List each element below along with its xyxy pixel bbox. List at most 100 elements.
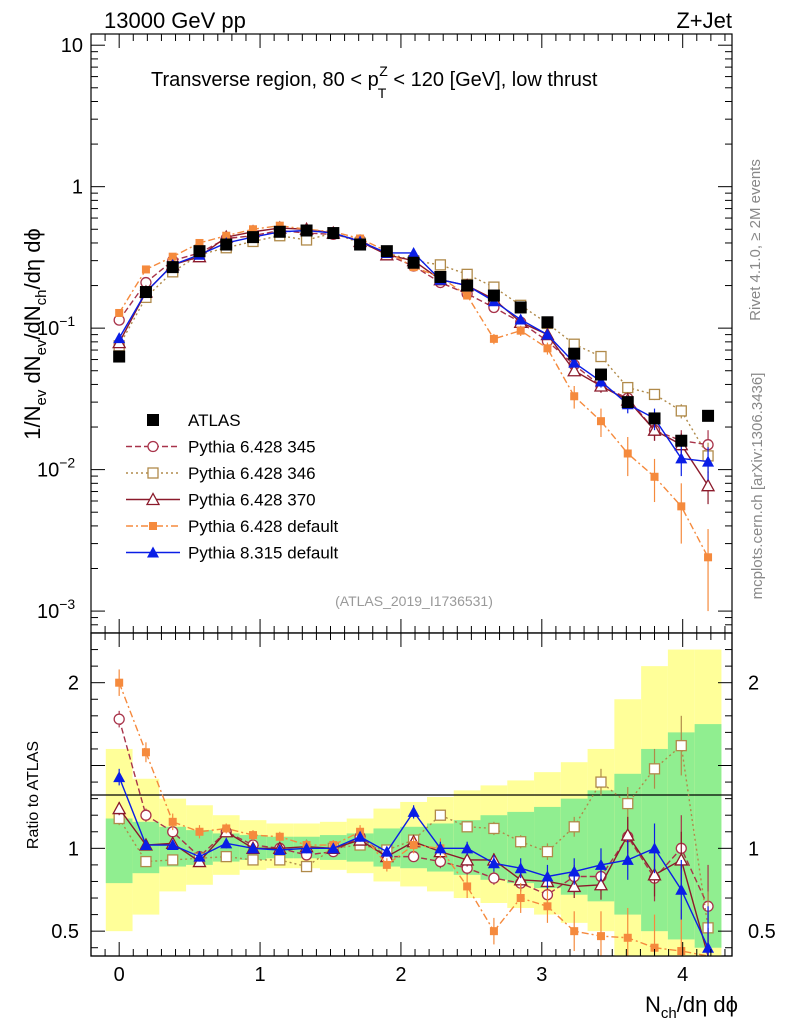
- marker-square: [675, 739, 687, 752]
- marker-square-filled: [489, 334, 498, 343]
- y-tick-label: 10−2: [37, 455, 75, 482]
- ratio-panel: 2 2 1 1 0.5 0.5: [51, 632, 776, 957]
- marker-square: [220, 850, 232, 863]
- ratio-tick-label-left: 1: [68, 838, 79, 860]
- x-tick-label: 1: [254, 964, 265, 986]
- marker-data: [702, 409, 715, 422]
- marker-square-filled: [141, 265, 150, 274]
- marker-data: [327, 227, 340, 240]
- marker-square: [300, 860, 313, 873]
- marker-square-filled: [149, 522, 157, 530]
- legend-entry: Pythia 6.428 370: [126, 491, 316, 510]
- marker-data: [193, 245, 206, 258]
- marker-triangle-filled: [568, 865, 581, 877]
- marker-square-filled: [623, 449, 632, 458]
- marker-square: [648, 763, 661, 775]
- legend-label: Pythia 8.315 default: [188, 544, 339, 563]
- ratio-tick-label-left: 2: [68, 673, 79, 695]
- main-x-ticks: [90, 34, 726, 633]
- marker-triangle-filled: [675, 452, 688, 464]
- marker-square-filled: [275, 832, 284, 841]
- marker-triangle-filled: [514, 313, 527, 325]
- ratio-tick-label-right: 2: [748, 673, 759, 695]
- marker-square-filled: [543, 902, 552, 911]
- energy-label: 13000 GeV pp: [104, 8, 246, 33]
- marker-triangle-filled: [407, 805, 420, 817]
- marker-triangle-filled: [434, 842, 447, 854]
- marker-square-filled: [570, 927, 579, 936]
- x-tick-label: 0: [114, 964, 125, 986]
- analysis-tag: (ATLAS_2019_I1736531): [335, 593, 493, 609]
- legend-label: Pythia 6.428 346: [188, 464, 316, 483]
- marker-square-filled: [222, 231, 231, 240]
- marker-square: [595, 776, 607, 788]
- ratio-x-ticks: [90, 633, 726, 956]
- marker-data: [247, 231, 260, 244]
- marker-data: [139, 286, 152, 299]
- marker-square-filled: [463, 291, 472, 300]
- marker-square: [595, 350, 607, 363]
- legend-label: Pythia 6.428 default: [188, 517, 339, 536]
- marker-triangle-filled: [594, 858, 607, 870]
- marker-triangle-filled: [380, 845, 393, 857]
- marker-triangle-filled: [166, 839, 179, 851]
- ratio-series: [112, 669, 715, 957]
- marker-data: [621, 396, 634, 409]
- marker-triangle-filled: [675, 883, 688, 895]
- marker-triangle-filled: [568, 356, 581, 368]
- marker-triangle-filled: [113, 332, 126, 344]
- marker-square-filled: [168, 817, 177, 826]
- marker-data: [568, 347, 581, 360]
- marker-square: [541, 845, 554, 858]
- marker-triangle: [700, 478, 716, 492]
- marker-triangle: [145, 492, 161, 506]
- marker-data: [487, 289, 500, 302]
- marker-circle: [488, 872, 500, 884]
- main-frame: [90, 33, 733, 634]
- marker-triangle-filled: [147, 546, 159, 558]
- marker-triangle-filled: [487, 857, 500, 869]
- marker-square-filled: [570, 392, 579, 401]
- marker-triangle-filled: [541, 870, 554, 882]
- marker-square-filled: [409, 841, 418, 850]
- ratio-frame-outline: [90, 632, 733, 957]
- marker-circle: [147, 440, 159, 453]
- marker-circle: [113, 713, 125, 725]
- y-axis-label: 1/Nev dNev/dNch/dη dϕ: [20, 228, 50, 440]
- marker-data: [113, 350, 126, 363]
- legend-label: ATLAS: [188, 411, 241, 430]
- marker-square-filled: [249, 831, 258, 840]
- y-tick-label: 10: [61, 35, 83, 57]
- marker-data: [407, 256, 420, 269]
- marker-square: [622, 381, 634, 394]
- marker-data: [434, 270, 447, 283]
- marker-square: [247, 854, 259, 866]
- marker-triangle-filled: [621, 853, 634, 865]
- marker-square: [274, 854, 286, 866]
- marker-triangle-filled: [327, 842, 340, 854]
- marker-square-filled: [222, 824, 231, 833]
- marker-triangle-filled: [220, 837, 233, 849]
- band-inner-bin: [105, 818, 133, 884]
- marker-data: [273, 225, 286, 238]
- ratio-tick-label-right: 1: [748, 838, 759, 860]
- marker-data: [380, 245, 393, 258]
- x-tick-label: 3: [536, 964, 547, 986]
- legend-entry: Pythia 6.428 345: [126, 438, 316, 457]
- marker-square-filled: [249, 225, 258, 234]
- marker-triangle: [112, 801, 127, 815]
- marker-triangle-filled: [273, 843, 286, 855]
- marker-data: [514, 301, 527, 314]
- mcplots-label: mcplots.cern.ch [arXiv:1306.3436]: [749, 373, 766, 600]
- marker-triangle-filled: [594, 375, 607, 387]
- x-axis-label: Nch/dη dϕ: [645, 992, 738, 1022]
- ratio-tick-label-right: 0.5: [748, 921, 776, 943]
- x-tick-labels: 0 1 2 3 4: [114, 964, 689, 986]
- marker-square-filled: [141, 748, 150, 757]
- marker-triangle-filled: [247, 842, 260, 854]
- marker-triangle-filled: [300, 842, 313, 854]
- ratio-series-4: [113, 768, 715, 956]
- marker-triangle-filled: [514, 862, 527, 874]
- marker-circle: [140, 809, 152, 821]
